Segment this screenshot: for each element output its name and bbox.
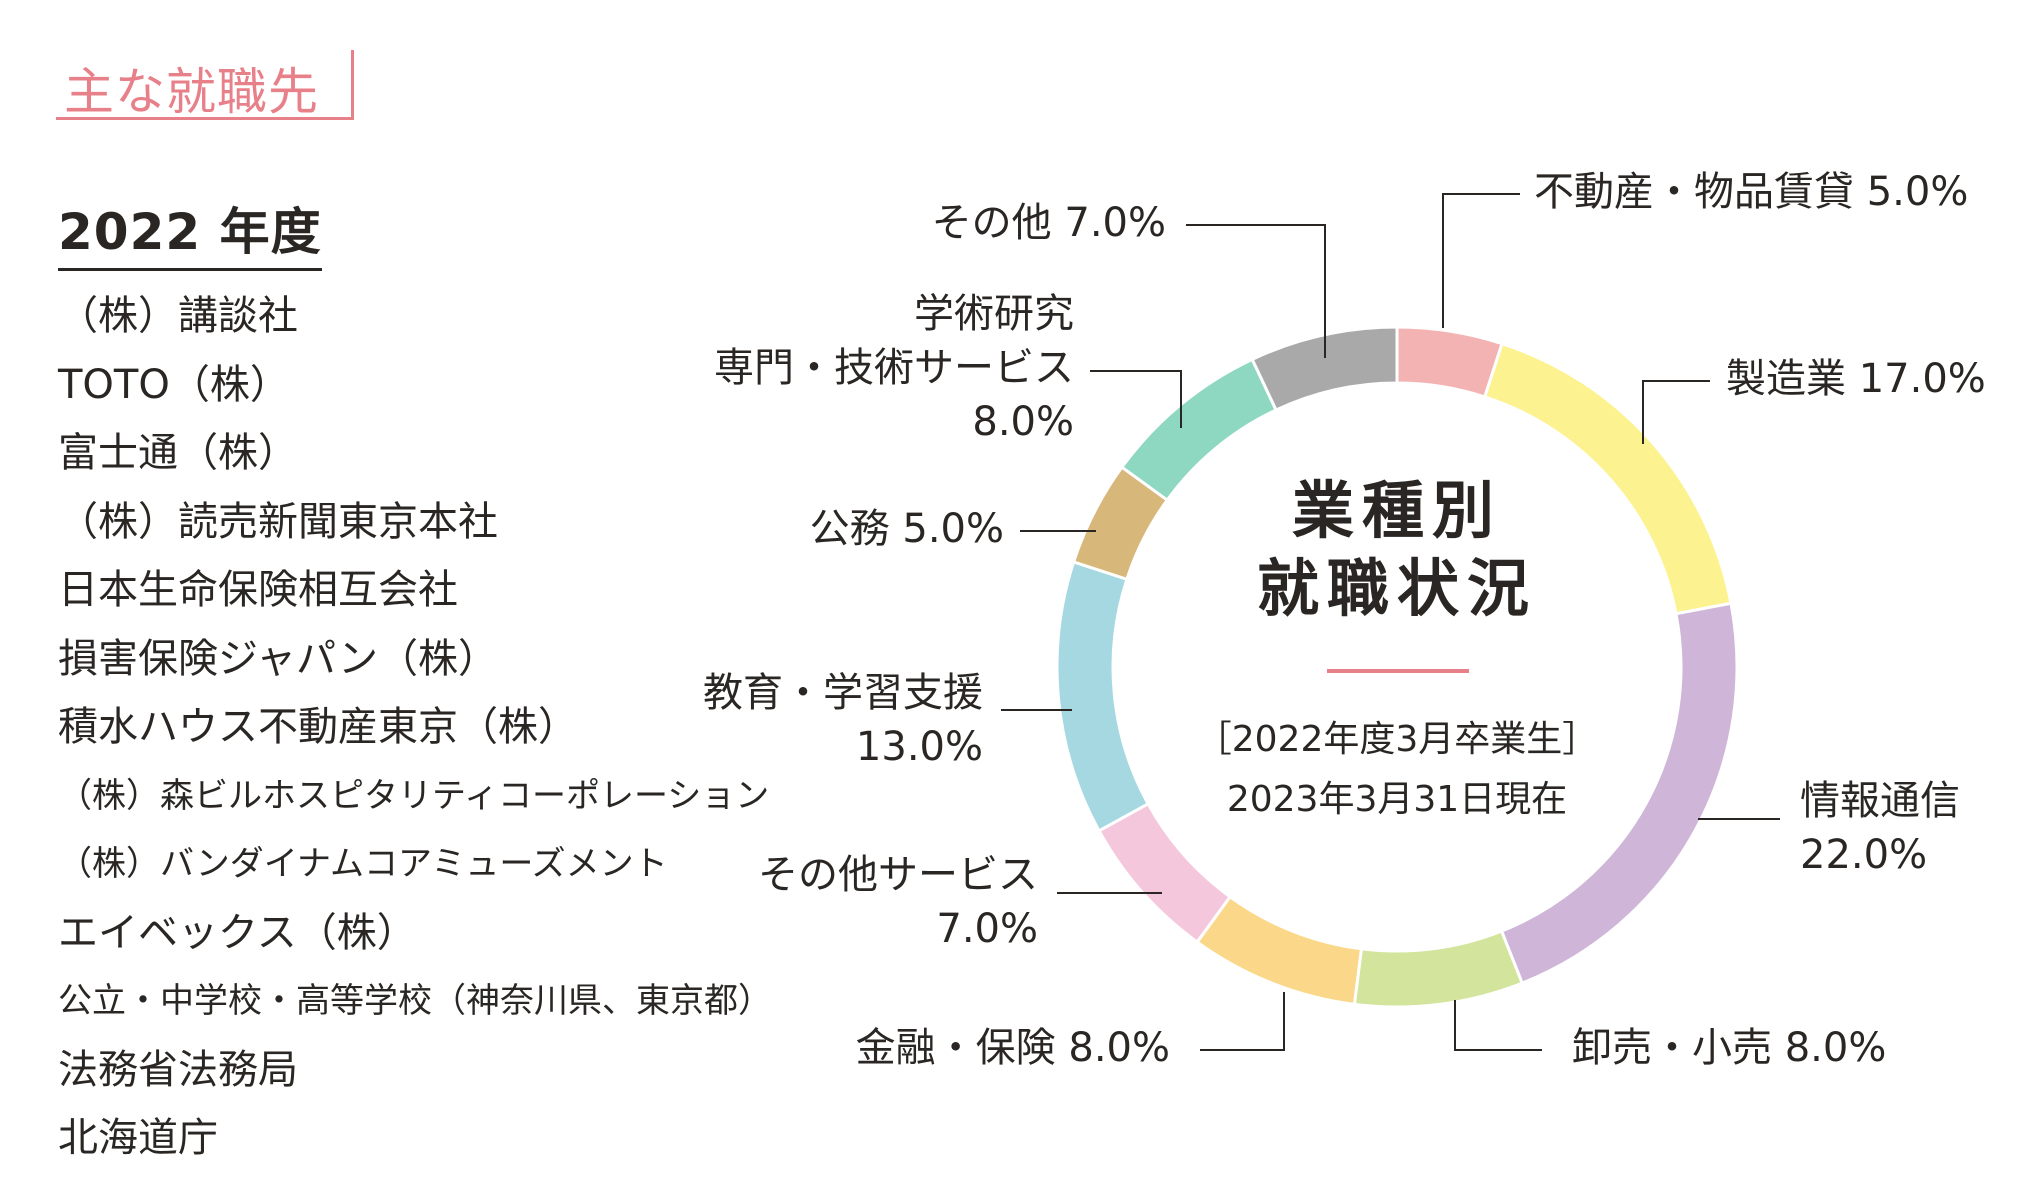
slice-label-line: 教育・学習支援 (703, 670, 983, 716)
company-item: （株）講談社 (58, 293, 298, 339)
slice-label-line: 学術研究 (914, 291, 1074, 337)
slice-label-line: 7.0% (936, 906, 1038, 952)
donut-slice (1352, 929, 1525, 1009)
slice-callout-line (1454, 1000, 1542, 1051)
company-item: TOTO（株） (58, 361, 290, 408)
slice-callout-line (1442, 193, 1520, 328)
company-item: エイベックス（株） (58, 909, 417, 956)
chart-center-title-line-1: 業種別 (1291, 474, 1502, 547)
company-item: 公立・中学校・高等学校（神奈川県、東京都） (58, 981, 772, 1021)
slice-label-line: 金融・保険 8.0% (856, 1025, 1170, 1071)
donut-slice (1395, 325, 1504, 399)
chart-center-subtitle: ［2022年度3月卒業生］ 2023年3月31日現在 (1172, 710, 1622, 830)
slice-label-line: 8.0% (972, 399, 1074, 445)
company-list: （株）講談社 TOTO（株） 富士通（株） （株）読売新聞東京本社 日本生命保険相互会社… (58, 282, 772, 1173)
slice-label-line: 不動産・物品賃貸 5.0% (1534, 169, 1968, 215)
chart-center-title-line-2: 就職状況 (1256, 552, 1537, 625)
company-item: 北海道庁 (58, 1115, 218, 1161)
slice-label-line: 公務 5.0% (810, 506, 1004, 552)
slice-label: その他 7.0% (932, 200, 1166, 246)
slice-label: 情報通信 22.0% (1800, 778, 1960, 878)
chart-center-subtitle-line-2: 2023年3月31日現在 (1226, 779, 1568, 820)
chart-center-title: 業種別 就職状況 (1192, 472, 1602, 628)
slice-label-line: その他 7.0% (932, 200, 1166, 246)
slice-label: 教育・学習支援 13.0% (703, 670, 983, 770)
company-item: 積水ハウス不動産東京（株） (58, 704, 578, 750)
slice-label-line: 22.0% (1800, 832, 1927, 878)
chart-center-subtitle-line-1: ［2022年度3月卒業生］ (1195, 719, 1599, 760)
section-tag-label: 主な就職先 (64, 63, 319, 121)
slice-label: その他サービス 7.0% (758, 852, 1038, 952)
slice-label-line: 13.0% (856, 724, 983, 770)
slice-label: 製造業 17.0% (1726, 356, 1986, 402)
section-tag: 主な就職先 (56, 50, 354, 121)
center-divider (1327, 669, 1469, 673)
company-item: 法務省法務局 (58, 1046, 298, 1093)
slice-label: 金融・保険 8.0% (856, 1025, 1170, 1071)
company-item: 富士通（株） (58, 430, 298, 476)
company-item: 損害保険ジャパン（株） (58, 635, 498, 682)
slice-callout-line (1186, 224, 1326, 358)
slice-label-line: 卸売・小売 8.0% (1572, 1025, 1886, 1071)
slice-callout-line (1090, 370, 1182, 428)
slice-callout-line (1200, 992, 1285, 1051)
slice-label: 学術研究専門・技術サービス 8.0% (714, 291, 1074, 445)
company-item: （株）バンダイナムコアミューズメント (58, 844, 668, 884)
donut-slice (1250, 325, 1399, 413)
companies-heading: 2022 年度 (58, 192, 322, 271)
slice-label-line: 専門・技術サービス (714, 345, 1074, 391)
slice-label-line: その他サービス (758, 852, 1038, 898)
slice-callout-line (1642, 380, 1710, 444)
slice-label-line: 情報通信 (1800, 778, 1960, 824)
donut-slice (1055, 560, 1151, 833)
company-item: 日本生命保険相互会社 (58, 567, 458, 613)
slice-label: 公務 5.0% (810, 506, 1004, 552)
company-item: （株）読売新聞東京本社 (58, 498, 498, 545)
company-item: （株）森ビルホスピタリティコーポレーション (58, 775, 770, 816)
slice-label: 卸売・小売 8.0% (1572, 1025, 1886, 1071)
slice-label: 不動産・物品賃貸 5.0% (1534, 169, 1968, 215)
donut-slice (1195, 894, 1364, 1006)
slice-label-line: 製造業 17.0% (1726, 356, 1986, 402)
